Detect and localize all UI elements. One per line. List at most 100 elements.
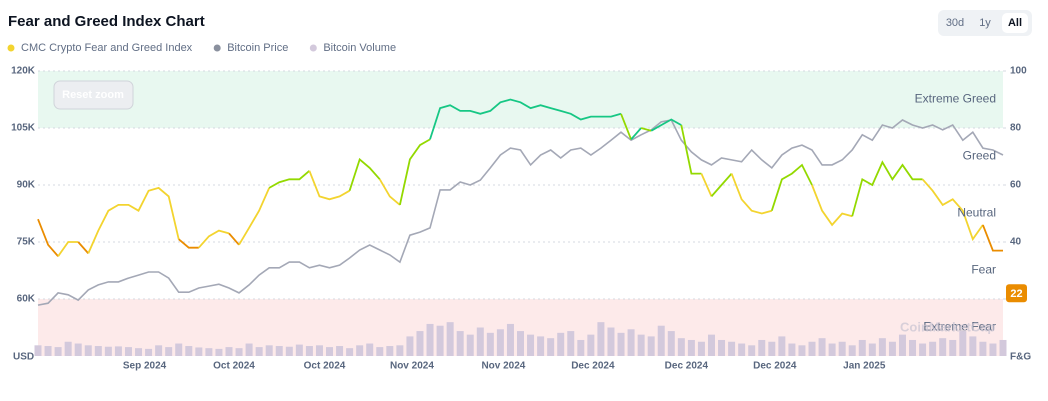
volume-bar [406,336,414,356]
chart-title: Fear and Greed Index Chart [8,13,205,30]
current-value-label: 22 [1010,288,1022,300]
fear-greed-line [77,241,89,254]
fear-greed-line [228,232,240,246]
volume-bar [868,343,876,356]
reset-zoom-label[interactable]: Reset zoom [62,89,124,101]
volume-bar [165,347,173,356]
range-button[interactable]: 30d [946,17,964,29]
range-button[interactable]: All [1008,17,1022,29]
volume-bar [135,348,143,356]
volume-bar [356,345,364,356]
y2-tick-label: 100 [1010,66,1027,77]
x-tick-label: Sep 2024 [123,361,167,372]
volume-bar [94,346,102,356]
legend-label[interactable]: CMC Crypto Fear and Greed Index [21,42,193,54]
y2-tick-label: 60 [1010,180,1022,191]
volume-bar [245,343,253,356]
volume-bar [175,343,183,356]
volume-bar [748,345,756,356]
volume-bar [54,347,62,356]
fear-greed-line [620,113,632,140]
volume-bar [677,338,685,356]
y-tick-label: 105K [11,123,36,134]
x-tick-label: Dec 2024 [571,361,615,372]
y-tick-label: 75K [17,237,36,248]
y-tick-label: 120K [11,66,36,77]
volume-bar [366,343,374,356]
volume-bar [627,329,635,356]
volume-bar [848,345,856,356]
fear-greed-line [429,98,622,140]
volume-bar [808,341,816,356]
fear-greed-line [710,173,733,197]
price-line [37,119,1004,306]
volume-bar [295,344,303,356]
volume-bar [476,327,484,356]
fear-greed-line [982,224,1003,252]
fear-greed-line [348,157,381,191]
fear-greed-line [811,184,853,227]
volume-bar [778,336,786,356]
fear-greed-line [198,229,230,249]
fear-greed-line [238,187,271,246]
y2-axis-label: F&G [1010,352,1031,363]
current-value-badge [1006,284,1027,303]
x-tick-label: Nov 2024 [481,361,525,372]
fear-greed-line [730,173,773,215]
range-button[interactable]: 1y [979,17,991,29]
volume-bar [436,325,444,356]
volume-bar [969,336,977,356]
y-tick-label: 90K [17,180,36,191]
volume-bar [506,323,514,356]
volume-bar [34,345,42,356]
fear-greed-line [399,138,431,206]
volume-bar [949,339,957,356]
x-tick-label: Nov 2024 [390,361,434,372]
volume-bar [577,339,585,356]
volume-bar [898,334,906,356]
volume-bar [858,339,866,356]
volume-bar [305,346,313,356]
volume-bar [758,339,766,356]
fear-greed-line [57,241,79,257]
volume-bar [537,336,545,356]
volume-bar [838,341,846,356]
watermark: CoinMarketCap [900,319,995,334]
range-button-active [1002,13,1028,33]
volume-bar [878,338,886,356]
band-label: Neutral [957,206,996,220]
volume-bar [557,332,565,356]
volume-bar [697,341,705,356]
fear-greed-line [851,160,923,217]
volume-bar [326,347,334,356]
y2-tick-label: 40 [1010,237,1022,248]
x-tick-label: Dec 2024 [665,361,709,372]
fear-greed-line [308,170,351,201]
volume-bar [265,345,273,356]
fear-greed-line [700,173,713,197]
volume-bar [195,347,203,356]
volume-bar [989,343,997,356]
volume-bar [84,345,92,356]
fear-greed-line [87,186,180,254]
legend-label[interactable]: Bitcoin Volume [323,42,396,54]
volume-bar [657,325,665,356]
volume-bar [728,341,736,356]
volume-bar [768,341,776,356]
legend-label[interactable]: Bitcoin Price [227,42,288,54]
volume-bar [818,338,826,356]
volume-bar [74,343,82,356]
reset-zoom-button[interactable] [53,80,134,110]
volume-bar [396,345,404,356]
volume-bar [456,331,464,356]
volume-bar [275,346,283,356]
volume-bar [929,341,937,356]
y-axis-label: USD [13,352,34,363]
volume-bar [124,347,132,356]
volume-bar [376,347,384,356]
volume-bar [44,346,52,356]
band-fill [38,71,1003,128]
volume-bar [215,348,223,356]
volume-bar [416,331,424,356]
volume-bar [798,345,806,356]
